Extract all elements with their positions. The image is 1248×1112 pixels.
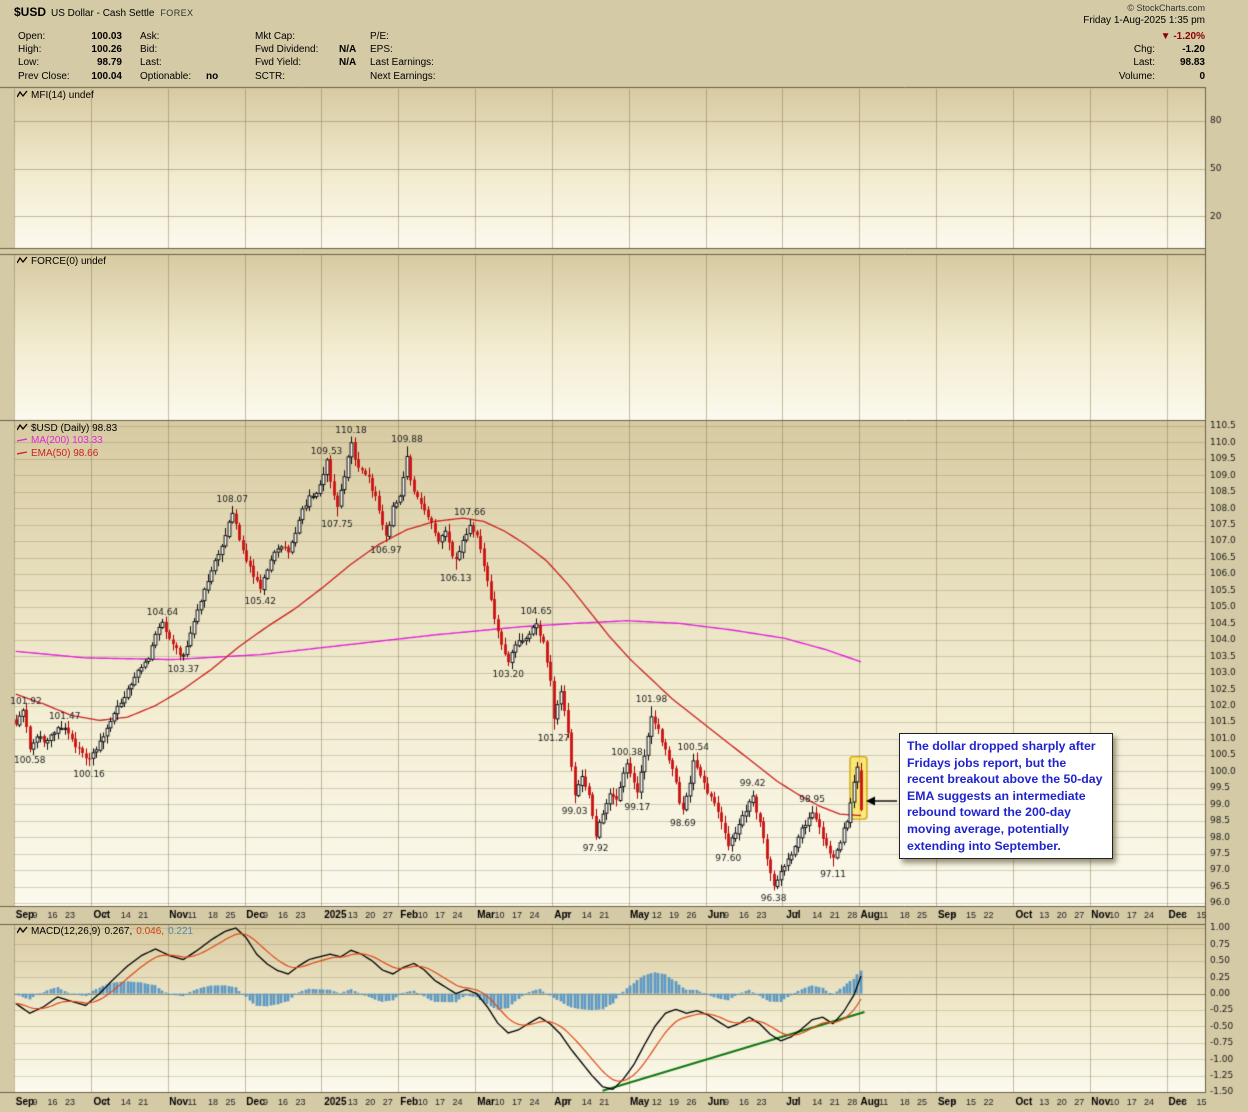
macd-name: MACD(12,26,9) bbox=[31, 926, 101, 937]
quote-panel: Open: 100.03 High: 100.26 Low: 98.79 Prev C… bbox=[14, 30, 1205, 88]
quote-row: Ask: bbox=[140, 30, 218, 43]
quote-row: Fwd Yield: N/A bbox=[255, 56, 356, 69]
quote-row: EPS: bbox=[370, 43, 436, 56]
fwd-dividend-value: N/A bbox=[339, 44, 357, 56]
chg-label: Chg: bbox=[1133, 44, 1155, 56]
open-value: 100.03 bbox=[91, 31, 122, 42]
ma-line-icon bbox=[17, 438, 28, 443]
macd-legend: MACD(12,26,9) 0.267, 0.046, 0.221 bbox=[17, 926, 193, 937]
ma200-label: MA(200) 103.33 bbox=[31, 435, 103, 447]
copyright-text: © StockCharts.com bbox=[1127, 3, 1205, 13]
chart-datetime: Friday 1-Aug-2025 1:35 pm bbox=[1083, 15, 1205, 26]
low-value: 98.79 bbox=[96, 57, 122, 69]
last-price-label: Last: bbox=[1133, 57, 1155, 69]
chg-value: -1.20 bbox=[1182, 44, 1205, 56]
quote-row: Volume: 0 bbox=[1119, 70, 1205, 83]
prev-close-value: 100.04 bbox=[91, 70, 122, 82]
force-legend: FORCE(0) undef bbox=[17, 256, 106, 267]
last-earnings-label: Last Earnings: bbox=[370, 57, 434, 69]
fwd-yield-label: Fwd Yield: bbox=[255, 57, 302, 69]
fwd-dividend-label: Fwd Dividend: bbox=[255, 44, 319, 56]
open-label: Open: bbox=[18, 31, 46, 42]
quote-col-bidask: Ask: Bid: Last: Optionable: no bbox=[140, 30, 218, 83]
main-legend-symbol: $USD (Daily) 98.83 bbox=[31, 423, 118, 434]
macd-signal-value: 0.046, bbox=[136, 926, 165, 937]
quote-row: Mkt Cap: bbox=[255, 30, 356, 43]
quote-col-earnings: P/E: EPS: Last Earnings: Next Earnings: bbox=[370, 30, 436, 83]
last-price-value: 98.83 bbox=[1179, 57, 1205, 69]
main-legend-symbol-row: $USD (Daily) 98.83 bbox=[17, 423, 117, 435]
main-legend-ma200-row: MA(200) 103.33 bbox=[17, 435, 117, 447]
optionable-label: Optionable: bbox=[140, 70, 192, 82]
quote-row: High: 100.26 bbox=[18, 43, 122, 56]
high-label: High: bbox=[18, 44, 42, 56]
high-value: 100.26 bbox=[91, 44, 122, 56]
quote-row: SCTR: bbox=[255, 70, 356, 83]
volume-label: Volume: bbox=[1118, 70, 1155, 82]
indicator-line-icon bbox=[17, 926, 28, 934]
exchange-label: FOREX bbox=[160, 8, 194, 18]
ask-label: Ask: bbox=[140, 31, 160, 42]
fwd-yield-value: N/A bbox=[339, 57, 357, 69]
macd-hist-value: 0.221 bbox=[168, 926, 194, 937]
candlestick-icon bbox=[17, 423, 28, 431]
optionable-value: no bbox=[206, 70, 219, 82]
quote-row: Last: 98.83 bbox=[1119, 56, 1205, 69]
macd-value: 0.267, bbox=[104, 926, 133, 937]
eps-label: EPS: bbox=[370, 44, 393, 56]
next-earnings-label: Next Earnings: bbox=[370, 70, 436, 82]
ema-line-icon bbox=[17, 451, 28, 455]
quote-row: Open: 100.03 bbox=[18, 30, 122, 43]
bid-label: Bid: bbox=[140, 44, 158, 56]
main-chart-legend: $USD (Daily) 98.83 MA(200) 103.33 EMA(50… bbox=[17, 423, 117, 460]
quote-row: Prev Close: 100.04 bbox=[18, 70, 122, 83]
quote-row: P/E: bbox=[370, 30, 436, 43]
quote-row: Fwd Dividend: N/A bbox=[255, 43, 356, 56]
quote-col-fundamentals: Mkt Cap: Fwd Dividend: N/A Fwd Yield: N/A … bbox=[255, 30, 356, 83]
low-label: Low: bbox=[18, 57, 40, 69]
indicator-line-icon bbox=[17, 256, 28, 264]
volume-value: 0 bbox=[1199, 70, 1205, 82]
quote-row: Bid: bbox=[140, 43, 218, 56]
symbol-label: $USD bbox=[14, 5, 47, 19]
quote-row: Next Earnings: bbox=[370, 70, 436, 83]
quote-row: Low: 98.79 bbox=[18, 56, 122, 69]
quote-change-block: ▼ -1.20% Chg: -1.20 Last: 98.83 Volume: 0 bbox=[1119, 30, 1205, 83]
ema50-label: EMA(50) 98.66 bbox=[31, 447, 99, 459]
down-arrow-icon: ▼ bbox=[1160, 31, 1171, 42]
mfi-label: MFI(14) undef bbox=[31, 90, 94, 101]
quote-row: Last Earnings: bbox=[370, 56, 436, 69]
quote-col-prices: Open: 100.03 High: 100.26 Low: 98.79 Prev C… bbox=[18, 30, 122, 83]
quote-row: Optionable: no bbox=[140, 70, 218, 83]
quote-row: Last: bbox=[140, 56, 218, 69]
pct-change-value: -1.20% bbox=[1173, 31, 1205, 42]
chart-header: $USD US Dollar - Cash Settle FOREX bbox=[14, 3, 193, 21]
main-legend-ema50-row: EMA(50) 98.66 bbox=[17, 448, 117, 460]
last-label: Last: bbox=[140, 57, 162, 69]
force-label: FORCE(0) undef bbox=[31, 256, 107, 267]
mfi-legend: MFI(14) undef bbox=[17, 90, 94, 101]
indicator-line-icon bbox=[17, 90, 28, 98]
mkt-cap-label: Mkt Cap: bbox=[255, 31, 296, 42]
annotation-note: The dollar dropped sharply after Fridays… bbox=[899, 733, 1113, 860]
pct-change-row: ▼ -1.20% bbox=[1119, 30, 1205, 43]
prev-close-label: Prev Close: bbox=[18, 70, 70, 82]
pe-label: P/E: bbox=[370, 31, 389, 42]
symbol-name: US Dollar - Cash Settle bbox=[51, 8, 155, 19]
sctr-label: SCTR: bbox=[255, 70, 285, 82]
quote-row: Chg: -1.20 bbox=[1119, 43, 1205, 56]
